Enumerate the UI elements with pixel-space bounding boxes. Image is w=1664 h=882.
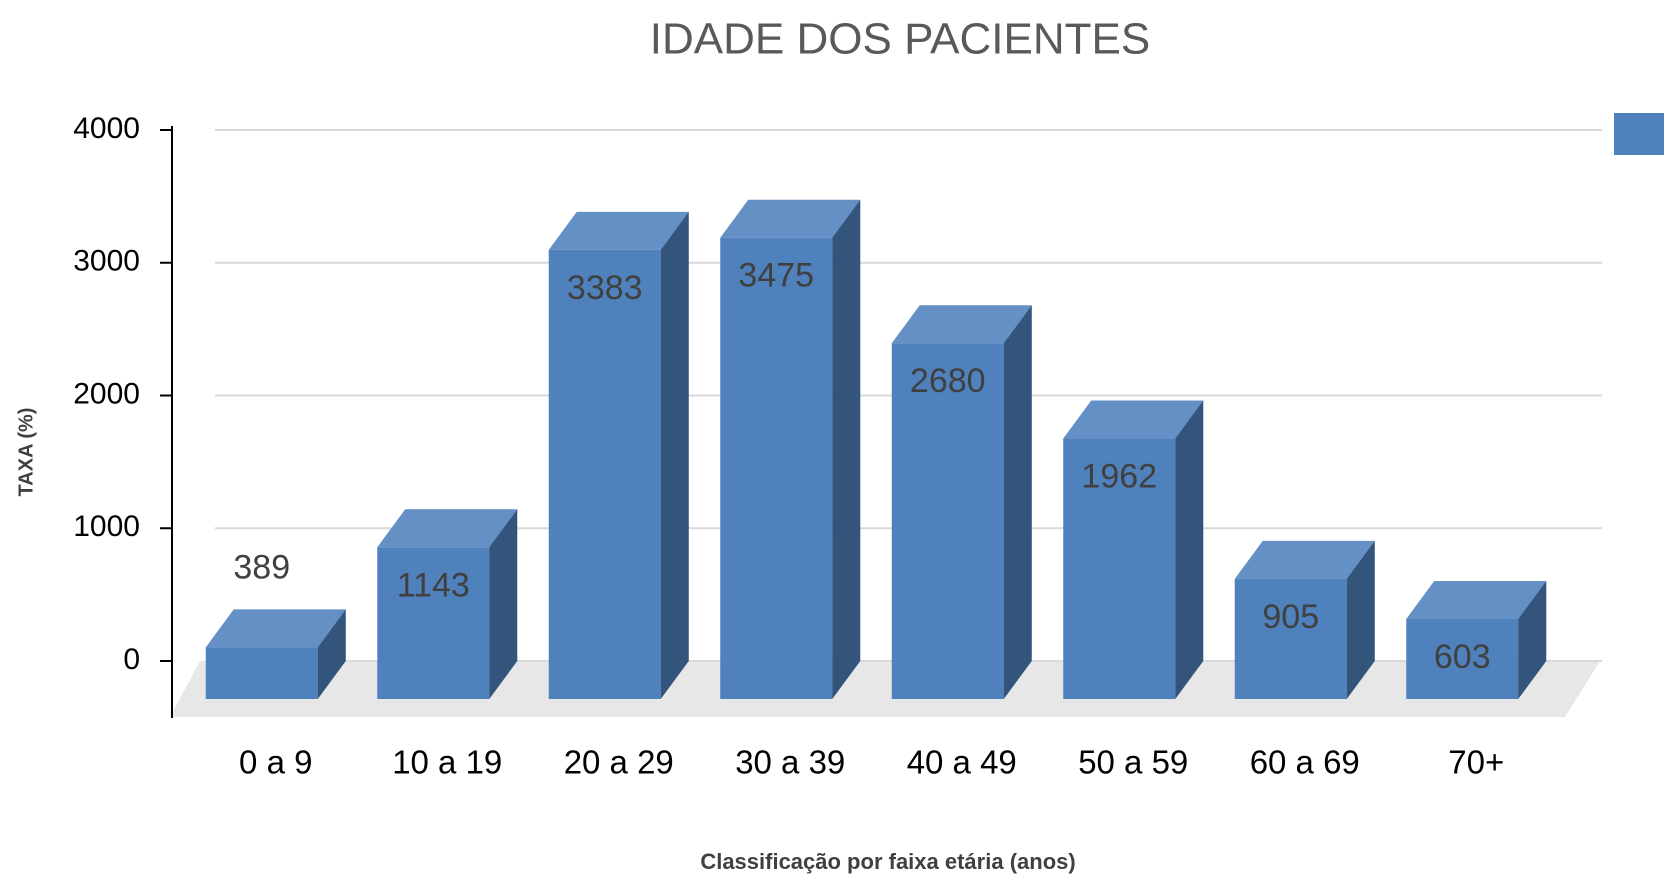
- bar: [1063, 438, 1176, 699]
- bar-top-shade: [548, 211, 689, 250]
- bar-top-shade: [1234, 540, 1375, 579]
- x-axis-label: Classificação por faixa etária (anos): [700, 849, 1075, 874]
- data-label: 1962: [1081, 458, 1157, 496]
- bar-side-shade: [317, 609, 346, 699]
- y-axis-label: TAXA (%): [15, 408, 37, 497]
- y-tick-label: 0: [123, 643, 140, 676]
- bar-top-shade: [1063, 400, 1204, 439]
- bar: [1234, 578, 1347, 699]
- bar-side-shade: [660, 211, 689, 700]
- bar-top: [205, 609, 346, 648]
- x-tick-label: 50 a 59: [1078, 744, 1188, 781]
- bar: [377, 547, 490, 699]
- bar-side: [832, 199, 861, 699]
- y-tick-label: 4000: [73, 112, 140, 145]
- bar-top: [548, 211, 689, 250]
- x-tick-label: 0 a 9: [239, 744, 312, 781]
- x-tick-label: 20 a 29: [564, 744, 674, 781]
- bar-side: [1175, 400, 1204, 699]
- bar-top-shade: [891, 305, 1032, 344]
- x-tick-label: 60 a 69: [1250, 744, 1360, 781]
- x-tick-label: 70+: [1448, 744, 1504, 781]
- x-tick-label: 40 a 49: [907, 744, 1017, 781]
- bar: [548, 249, 661, 700]
- bar-top: [1063, 400, 1204, 439]
- data-label: 1143: [397, 566, 470, 604]
- bar-top-shade: [377, 509, 518, 548]
- bar-top: [1234, 540, 1375, 579]
- y-tick-label: 1000: [73, 510, 140, 543]
- x-tick-label: 30 a 39: [735, 744, 845, 781]
- bar: [205, 647, 318, 699]
- bar-side-shade: [1003, 305, 1032, 699]
- bar-top-shade: [1406, 580, 1547, 619]
- bar-side-shade: [832, 199, 861, 699]
- bar-side-shade: [489, 509, 518, 699]
- chart-title: IDADE DOS PACIENTES: [650, 15, 1150, 64]
- bar-top-shade: [720, 199, 861, 238]
- data-label: 2680: [910, 362, 986, 400]
- bar-top: [1406, 580, 1547, 619]
- y-tick-label: 2000: [73, 377, 140, 410]
- bar-side-shade: [1346, 540, 1375, 699]
- bar-side: [1518, 580, 1547, 699]
- data-label: 905: [1262, 598, 1319, 636]
- bar: [891, 343, 1004, 699]
- bar-side: [660, 211, 689, 700]
- bar-side: [1346, 540, 1375, 699]
- y-tick-label: 3000: [73, 245, 140, 278]
- bar-top-shade: [205, 609, 346, 648]
- bar-top: [377, 509, 518, 548]
- data-label: 3383: [567, 269, 643, 307]
- bar: [1406, 618, 1519, 699]
- data-label: 3475: [738, 257, 814, 295]
- bar-side: [1003, 305, 1032, 699]
- legend-marker: [1614, 113, 1664, 155]
- bar-side-shade: [1518, 580, 1547, 699]
- data-label: 389: [233, 548, 290, 586]
- x-tick-label: 10 a 19: [392, 744, 502, 781]
- data-label: 603: [1434, 638, 1491, 676]
- bar: [720, 237, 833, 699]
- bar-top: [720, 199, 861, 238]
- bar-side-shade: [1175, 400, 1204, 699]
- bar-side: [489, 509, 518, 699]
- bar-top: [891, 305, 1032, 344]
- bar-side: [317, 609, 346, 699]
